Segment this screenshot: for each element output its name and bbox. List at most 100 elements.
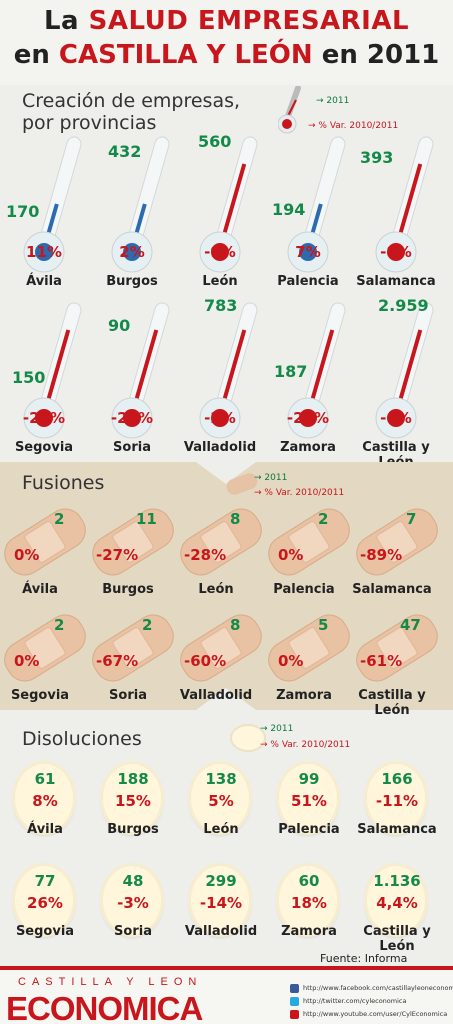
thermometer-cell: 393 -8% Salamanca: [352, 136, 442, 296]
thermometer-cell: 432 2% Burgos: [88, 136, 178, 296]
province-name: Soria: [109, 688, 147, 703]
bandage-icon: [268, 614, 350, 682]
variation-percent: -11%: [375, 792, 419, 810]
province-name: Palencia: [277, 274, 339, 289]
fusion-cell: 8 -60% Valladolid: [176, 606, 266, 706]
variation-percent: 8%: [32, 792, 58, 810]
legend-year-text: 2011: [270, 724, 294, 734]
pill-icon: [367, 764, 425, 832]
bandage-icon: [356, 614, 438, 682]
province-name: Ávila: [27, 822, 63, 837]
facebook-link[interactable]: http://www.facebook.com/castillayleoneco…: [290, 982, 453, 995]
dissolution-value: 188: [117, 770, 149, 788]
bandage-icon: [4, 614, 86, 682]
province-name: León: [198, 582, 234, 597]
variation-percent: 18%: [291, 894, 327, 912]
legend-year-text: 2011: [326, 96, 350, 106]
fusion-cell: 8 -28% León: [176, 500, 266, 600]
variation-percent: 0%: [278, 546, 304, 564]
variation-percent: 51%: [291, 792, 327, 810]
variation-percent: -14%: [199, 894, 243, 912]
brand-top-text: CASTILLA Y LEON: [18, 976, 203, 988]
youtube-link[interactable]: http://www.youtube.com/user/CylEconomica: [290, 1008, 453, 1021]
brand-logo: ECONOMICA: [6, 990, 203, 1024]
pill-icon: [15, 764, 73, 832]
title-line-1: La SALUD EMPRESARIAL: [0, 6, 453, 36]
creation-value: 170: [6, 202, 40, 221]
province-name: Palencia: [273, 582, 335, 597]
youtube-link-text: http://www.youtube.com/user/CylEconomica: [303, 1010, 448, 1018]
province-name: Burgos: [106, 274, 158, 289]
dissolution-value: 77: [34, 872, 56, 890]
creation-value: 2.959: [378, 296, 429, 315]
fusion-value: 7: [406, 510, 417, 528]
fusion-cell: 2 0% Ávila: [0, 500, 90, 600]
variation-percent: -89%: [360, 546, 403, 564]
province-name: Salamanca: [352, 582, 432, 597]
fusion-value: 2: [142, 616, 153, 634]
dissolution-value: 1.136: [373, 872, 421, 890]
province-name: Castilla y León: [363, 924, 431, 954]
dissolution-cell: 166 -11% Salamanca: [352, 762, 442, 858]
dissolution-value: 138: [205, 770, 237, 788]
fusion-value: 47: [400, 616, 421, 634]
fusion-cell: 5 0% Zamora: [264, 606, 354, 706]
variation-percent: 4,4%: [376, 894, 418, 912]
thermometer-cell: 560 -9% León: [176, 132, 266, 296]
pill-icon: [15, 866, 73, 934]
dissolution-value: 99: [298, 770, 320, 788]
thermometer-icon: [23, 302, 82, 439]
legend-var-text: % Var. 2010/2011: [270, 740, 351, 750]
creacion-title: Creación de empresas, por provincias: [22, 90, 240, 134]
variation-percent: 0%: [14, 652, 40, 670]
province-name: Soria: [114, 924, 152, 939]
province-name: Segovia: [15, 924, 75, 939]
creation-value: 560: [198, 132, 232, 151]
variation-percent: 11%: [26, 243, 62, 261]
province-name: Zamora: [276, 688, 332, 703]
variation-percent: 5%: [208, 792, 234, 810]
dissolution-cell: 61 8% Ávila: [0, 762, 90, 858]
thermometer-cell: 783 -2% Valladolid: [176, 296, 266, 462]
variation-percent: -28%: [184, 546, 227, 564]
province-name: Ávila: [26, 274, 62, 289]
dissolution-cell: 99 51% Palencia: [264, 762, 354, 858]
province-name: Soria: [113, 440, 151, 455]
creacion-legend-year: → 2011: [316, 96, 350, 106]
title-prefix-2: en: [13, 40, 59, 70]
creacion-title-line2: por provincias: [22, 112, 157, 134]
fusion-value: 2: [54, 510, 65, 528]
creation-value: 783: [204, 296, 238, 315]
facebook-link-text: http://www.facebook.com/castillayleoneco…: [303, 984, 453, 992]
band-notch-bottom: [196, 688, 256, 710]
pill-icon: [191, 764, 249, 832]
title-highlight: SALUD EMPRESARIAL: [88, 6, 410, 36]
dissolution-cell: 1.136 4,4% Castilla y León: [352, 864, 442, 960]
province-name: León: [203, 822, 239, 837]
pill-icon: [191, 866, 249, 934]
thermometer-icon: [287, 302, 346, 439]
thermometer-icon: [287, 136, 346, 273]
variation-percent: 26%: [27, 894, 63, 912]
pill-icon: [279, 866, 337, 934]
fusion-cell: 2 0% Palencia: [264, 500, 354, 600]
dissolution-value: 60: [298, 872, 320, 890]
fusiones-legend-year: → 2011: [254, 473, 288, 483]
variation-percent: 0%: [278, 652, 304, 670]
legend-pill-icon: [230, 724, 266, 752]
twitter-icon: [290, 997, 299, 1006]
province-name: Castilla y León: [358, 688, 426, 718]
bandage-icon: [92, 508, 174, 576]
disoluciones-title: Disoluciones: [22, 728, 142, 750]
creation-value: 150: [12, 368, 46, 387]
dissolution-cell: 48 -3% Soria: [88, 864, 178, 960]
pill-icon: [367, 866, 425, 934]
variation-percent: -67%: [96, 652, 139, 670]
twitter-link[interactable]: http://twitter.com/cyleconomica: [290, 995, 453, 1008]
dissolution-value: 48: [122, 872, 144, 890]
province-name: Salamanca: [357, 822, 437, 837]
footer: CASTILLA Y LEON ECONOMICA http://www.fac…: [0, 966, 453, 1024]
title-prefix: La: [43, 6, 89, 36]
bandage-icon: [268, 508, 350, 576]
province-name: León: [202, 274, 238, 289]
